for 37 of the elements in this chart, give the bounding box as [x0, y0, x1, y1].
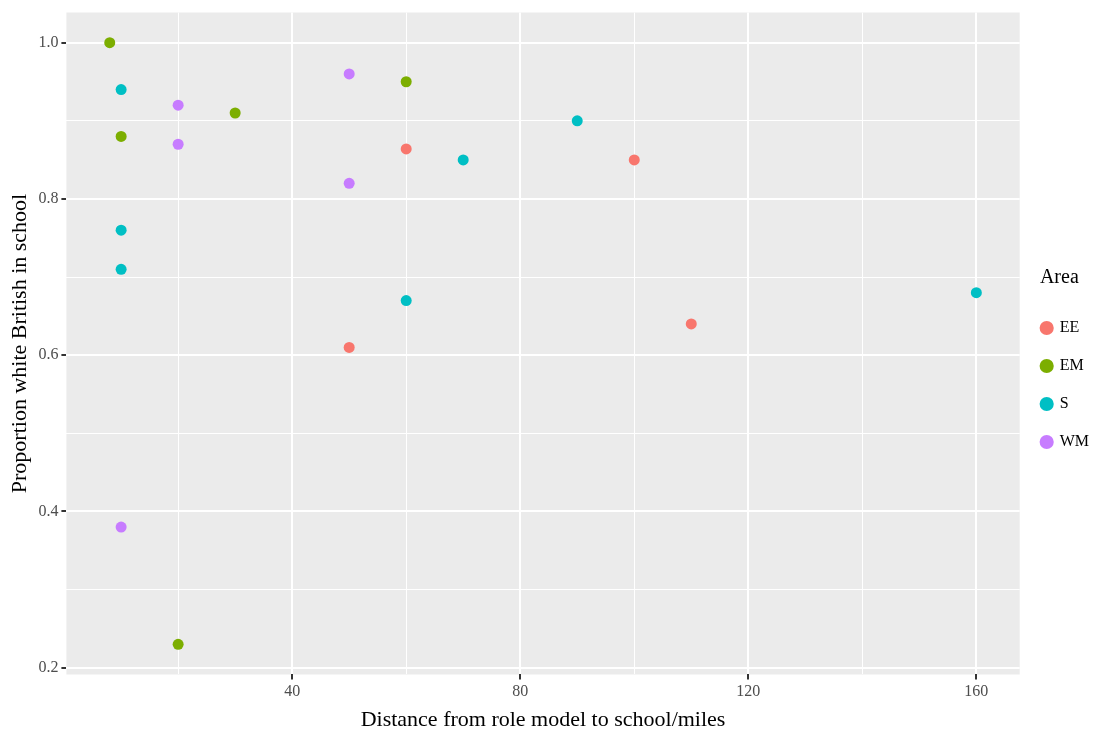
y-tick-label: 0.8: [38, 189, 59, 207]
point: [400, 295, 412, 307]
x-tick-label: 40: [284, 682, 301, 700]
point: [457, 154, 469, 166]
point: [115, 521, 127, 533]
point: [229, 107, 241, 119]
x-axis-title: Distance from role model to school/miles: [360, 705, 726, 731]
y-tick-label: 0.6: [38, 345, 59, 363]
point: [970, 287, 982, 299]
x-tick-label: 80: [512, 682, 529, 700]
legend-label: S: [1059, 394, 1069, 412]
y-tick-label: 0.2: [38, 657, 59, 675]
x-tick-label: 120: [736, 682, 761, 700]
legend-label: EM: [1059, 356, 1084, 374]
point: [115, 263, 127, 275]
point: [400, 143, 412, 155]
point: [571, 115, 583, 127]
point: [115, 130, 127, 142]
point: [115, 84, 127, 96]
legend-label: WM: [1059, 432, 1089, 450]
point: [172, 99, 184, 111]
y-tick-label: 1.0: [38, 32, 59, 50]
point: [104, 37, 116, 49]
point: [115, 224, 127, 236]
point: [172, 638, 184, 650]
point: [343, 68, 355, 80]
y-tick-label: 0.4: [38, 501, 59, 519]
point: [685, 318, 697, 330]
y-axis-title: Proportion white British in school: [5, 193, 31, 494]
legend-title: Area: [1039, 265, 1079, 288]
point: [628, 154, 640, 166]
legend-label: EE: [1059, 318, 1080, 336]
point: [400, 76, 412, 88]
point: [172, 138, 184, 150]
point: [343, 341, 355, 353]
point: [343, 177, 355, 189]
x-tick-label: 160: [964, 682, 989, 700]
